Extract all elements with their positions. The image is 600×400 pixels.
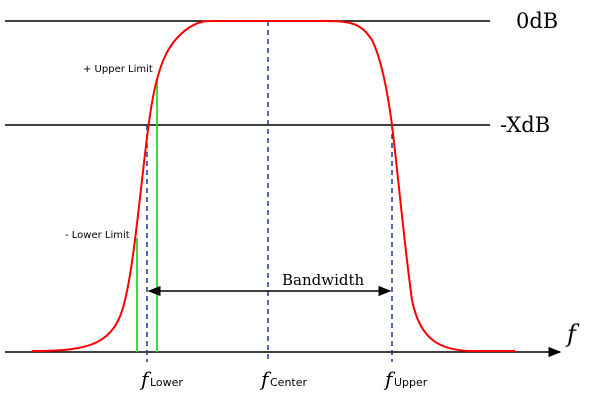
zero-db-label: 0dB bbox=[516, 9, 558, 33]
minus-x-db-label: -XdB bbox=[500, 113, 550, 137]
f-center-tick-label: f Center bbox=[259, 367, 308, 391]
response-curve bbox=[31, 20, 515, 352]
upper-limit-label: + Upper Limit bbox=[83, 64, 153, 75]
axis-f-label: f bbox=[565, 320, 580, 348]
f-center-subscript: Center bbox=[270, 376, 308, 389]
f-upper-subscript: Upper bbox=[394, 376, 428, 389]
f-lower-tick-label: f Lower bbox=[139, 367, 183, 391]
bandwidth-label: Bandwidth bbox=[282, 271, 364, 289]
f-lower-subscript: Lower bbox=[150, 376, 183, 389]
lower-limit-label: - Lower Limit bbox=[65, 230, 130, 241]
f-upper-tick-label: f Upper bbox=[383, 367, 428, 391]
